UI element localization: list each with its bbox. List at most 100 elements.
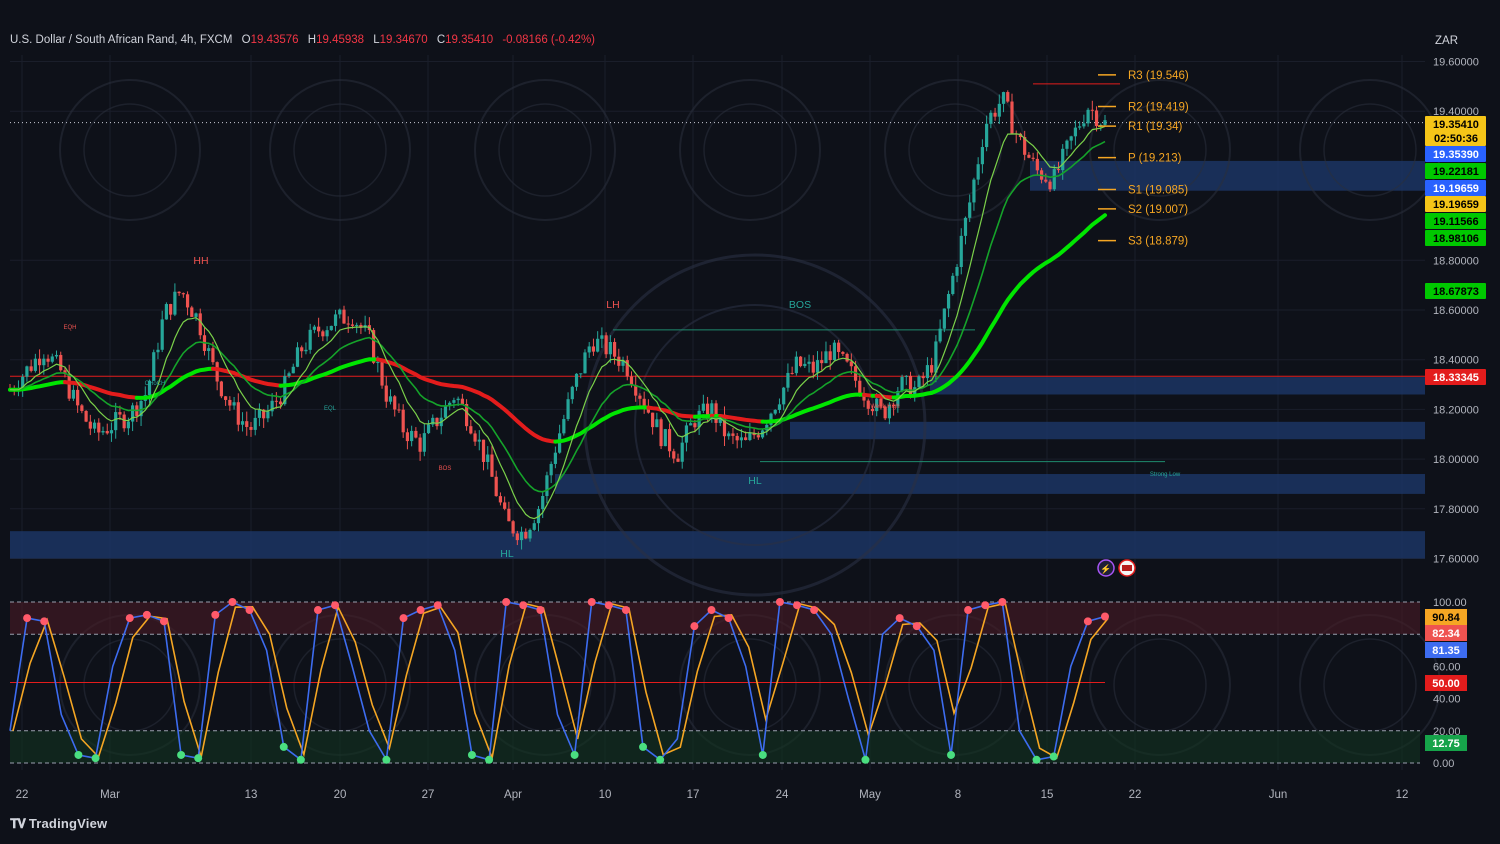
candle-body [798, 356, 803, 367]
candle-body [405, 432, 410, 442]
candle-body [219, 381, 223, 397]
structure-label: EQL [324, 406, 337, 412]
candle-body [904, 375, 908, 377]
candle-body [1031, 157, 1035, 159]
price-tag [1425, 130, 1486, 146]
lightning-event-icon [1097, 559, 1115, 577]
time-tick-label: 13 [245, 789, 258, 801]
candle-body [562, 419, 566, 434]
candle-body [676, 458, 680, 462]
candle-body [287, 373, 291, 377]
stoch-cross-dot [895, 614, 904, 623]
candle-body [1023, 137, 1027, 155]
stoch-cross-dot [775, 598, 784, 606]
candle-body [651, 412, 655, 428]
ema-slow-line [553, 405, 651, 444]
candle-body [976, 164, 980, 180]
candle-body [266, 411, 270, 419]
time-tick-label: 24 [776, 789, 789, 801]
watermark-ring-icon [498, 103, 592, 197]
candle-body [169, 304, 173, 315]
candle-body [1052, 169, 1056, 190]
candle-body [955, 267, 959, 276]
stoch-tick-label: 0.00 [1433, 758, 1454, 770]
stoch-cross-dot [416, 606, 425, 615]
price-tag [1425, 116, 1486, 132]
stoch-cross-dot [245, 606, 254, 615]
candle-body [773, 409, 777, 414]
candle-body [655, 419, 659, 428]
candle-body [118, 412, 122, 415]
stoch-cross-dot [74, 750, 83, 759]
ema-slow-line [891, 213, 1107, 400]
candle-body [701, 403, 705, 411]
candle-body [853, 366, 858, 381]
candle-body [642, 398, 646, 408]
candle-body [122, 414, 126, 429]
candle-body [418, 437, 422, 452]
candle-body [71, 389, 76, 399]
stoch-cross-dot [194, 754, 203, 763]
candle-body [879, 398, 883, 407]
candle-body [325, 330, 329, 337]
symbol-header: U.S. Dollar / South African Rand, 4h, FX… [10, 34, 595, 46]
time-tick-label: 22 [16, 789, 29, 801]
time-tick-label: 12 [1396, 789, 1409, 801]
demand-zone [790, 421, 1425, 440]
stoch-cross-dot [1101, 612, 1109, 621]
price-tick-label: 19.60000 [1433, 57, 1479, 69]
candle-body [92, 422, 97, 429]
stoch-cross-dot [536, 606, 545, 615]
candle-body [828, 351, 832, 361]
stoch-tag [1425, 625, 1467, 641]
stoch-cross-dot [467, 750, 476, 759]
stoch-cross-dot [587, 598, 596, 606]
candle-body [185, 294, 190, 308]
candle-body [414, 430, 418, 438]
candle-body [617, 356, 621, 366]
ema-slow-line [210, 366, 283, 388]
candle-body [194, 313, 198, 317]
symbol-title: U.S. Dollar / South African Rand, 4h, FX… [10, 34, 233, 46]
candle-body [1103, 120, 1107, 125]
candle-body [820, 360, 824, 364]
candle-body [659, 419, 663, 447]
stoch-cross-dot [570, 750, 579, 759]
candle-body [465, 404, 469, 427]
stoch-cross-dot [861, 755, 870, 764]
candle-body [714, 403, 718, 423]
stoch-tag [1425, 675, 1467, 691]
stoch-tag [1425, 642, 1467, 658]
stoch-tag-label: 82.34 [1432, 628, 1460, 640]
price-tick-label: 17.80000 [1433, 504, 1479, 516]
candle-body [76, 389, 80, 406]
ema-slow-line [63, 380, 139, 400]
candle-body [579, 373, 583, 375]
candle-body [1090, 109, 1094, 111]
stoch-tick-label: 20.00 [1433, 726, 1461, 738]
stoch-cross-dot [947, 750, 956, 759]
candle-body [1044, 179, 1048, 182]
candle-body [308, 329, 312, 350]
tradingview-logo[interactable]: 𝐓𝐕 TradingView [10, 816, 107, 832]
candle-body [980, 147, 984, 165]
time-tick-label: May [859, 789, 881, 801]
stoch-d-line [12, 602, 1109, 761]
structure-label: Strong Low [1150, 472, 1181, 478]
candle-body [262, 409, 266, 419]
watermark-ring-icon [1113, 638, 1207, 732]
candle-body [460, 398, 464, 405]
stoch-cross-dot [502, 598, 511, 606]
time-tick-label: Mar [100, 789, 120, 801]
candle-body [25, 366, 29, 377]
candle-body [376, 362, 380, 364]
watermark-seal-icon [679, 79, 821, 221]
time-tick-label: 17 [687, 789, 700, 801]
stoch-cross-dot [1032, 755, 1041, 764]
candle-body [887, 404, 891, 419]
stoch-k-line [9, 601, 1106, 763]
price-tick-label: 18.40000 [1433, 355, 1479, 367]
overbought-band [10, 602, 1420, 635]
stoch-cross-dot [433, 601, 442, 610]
